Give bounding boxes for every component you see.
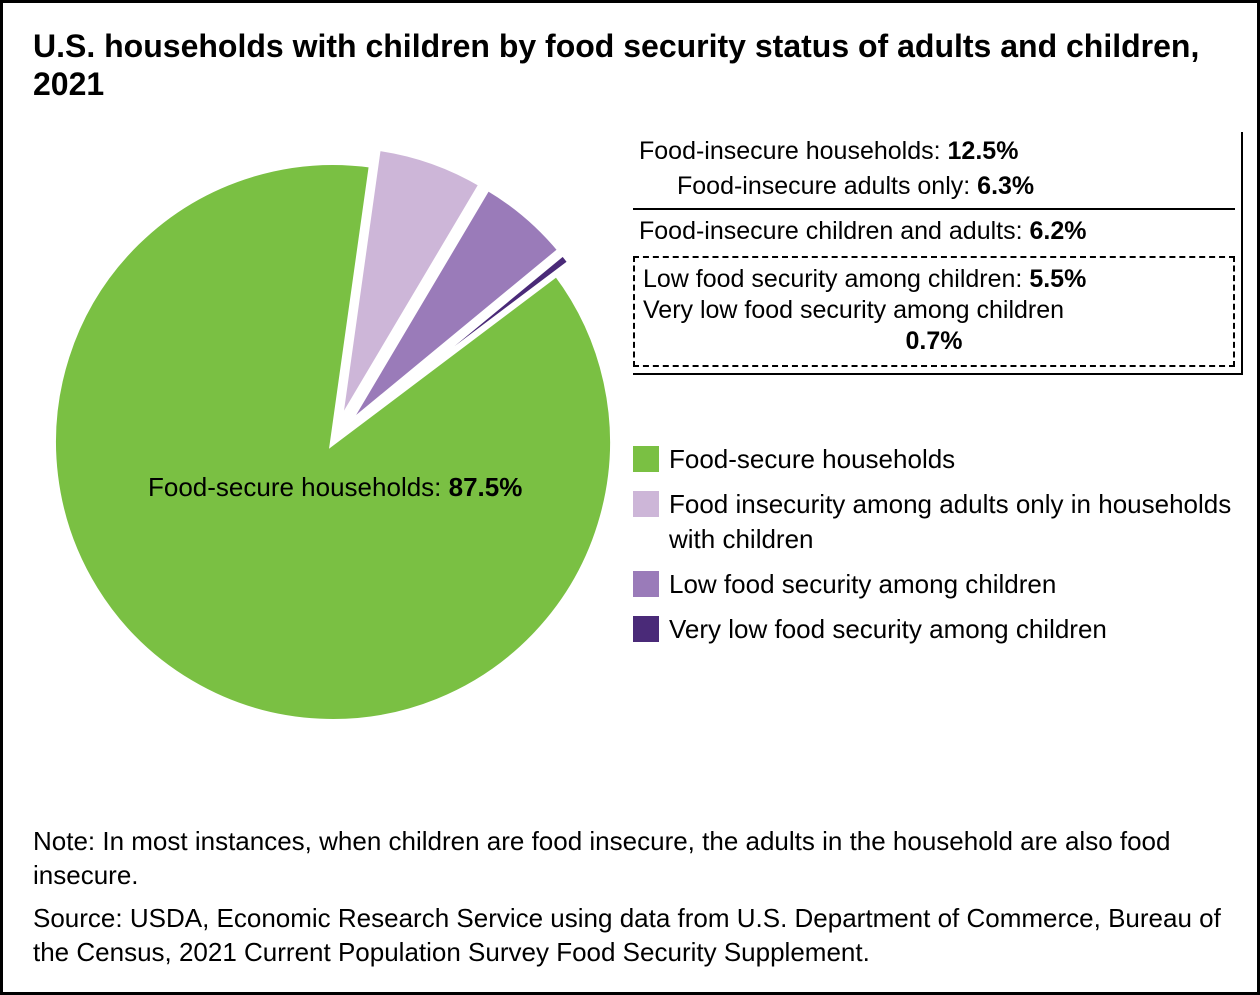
legend-text: Food insecurity among adults only in hou… — [669, 487, 1243, 557]
callout-children-subgroup: Low food security among children: 5.5% V… — [633, 256, 1235, 368]
legend-text: Food-secure households — [669, 442, 1243, 477]
legend-swatch — [633, 616, 659, 642]
callout-insecure-total: Food-insecure households: 12.5% — [633, 132, 1235, 169]
chart-frame: U.S. households with children by food se… — [0, 0, 1260, 995]
callout-low-children: Low food security among children: 5.5% — [643, 264, 1225, 295]
callout-group-insecure: Food-insecure households: 12.5% Food-ins… — [633, 132, 1243, 376]
secure-slice-label-value: 87.5% — [449, 472, 523, 502]
callout-insecure-total-text: Food-insecure households: — [639, 137, 948, 165]
callout-adults-only: Food-insecure adults only: 6.3% — [633, 169, 1235, 210]
callout-children-adults: Food-insecure children and adults: 6.2% — [633, 210, 1235, 253]
legend-item: Food insecurity among adults only in hou… — [633, 487, 1243, 557]
callout-vlow-children-text: Very low food security among children — [643, 296, 1064, 324]
secure-slice-label-text: Food-secure households: — [148, 472, 449, 502]
footnotes: Note: In most instances, when children a… — [33, 825, 1227, 970]
callout-adults-only-value: 6.3% — [977, 172, 1034, 200]
callouts: Food-insecure households: 12.5% Food-ins… — [633, 132, 1243, 376]
source-text: Source: USDA, Economic Research Service … — [33, 902, 1227, 970]
callout-children-adults-value: 6.2% — [1030, 217, 1087, 245]
callout-children-adults-text: Food-insecure children and adults: — [639, 217, 1030, 245]
chart-title: U.S. households with children by food se… — [33, 27, 1227, 104]
secure-slice-label: Food-secure households: 87.5% — [148, 472, 522, 503]
callout-low-children-text: Low food security among children: — [643, 265, 1029, 293]
chart-area: Food-secure households: 87.5% Food-insec… — [33, 112, 1227, 792]
pie-chart — [43, 142, 623, 722]
callout-low-children-value: 5.5% — [1029, 265, 1086, 293]
legend-item: Low food security among children — [633, 567, 1243, 602]
legend-item: Food-secure households — [633, 442, 1243, 477]
callout-vlow-children: Very low food security among children — [643, 295, 1225, 326]
legend-text: Very low food security among children — [669, 612, 1243, 647]
pie-wrap: Food-secure households: 87.5% — [43, 142, 623, 722]
legend: Food-secure households Food insecurity am… — [633, 442, 1243, 657]
legend-text: Low food security among children — [669, 567, 1243, 602]
legend-swatch — [633, 571, 659, 597]
callout-insecure-total-value: 12.5% — [948, 137, 1019, 165]
callout-vlow-children-value: 0.7% — [643, 326, 1225, 357]
legend-swatch — [633, 491, 659, 517]
callout-adults-only-text: Food-insecure adults only: — [677, 172, 977, 200]
note-text: Note: In most instances, when children a… — [33, 825, 1227, 893]
legend-swatch — [633, 446, 659, 472]
legend-item: Very low food security among children — [633, 612, 1243, 647]
